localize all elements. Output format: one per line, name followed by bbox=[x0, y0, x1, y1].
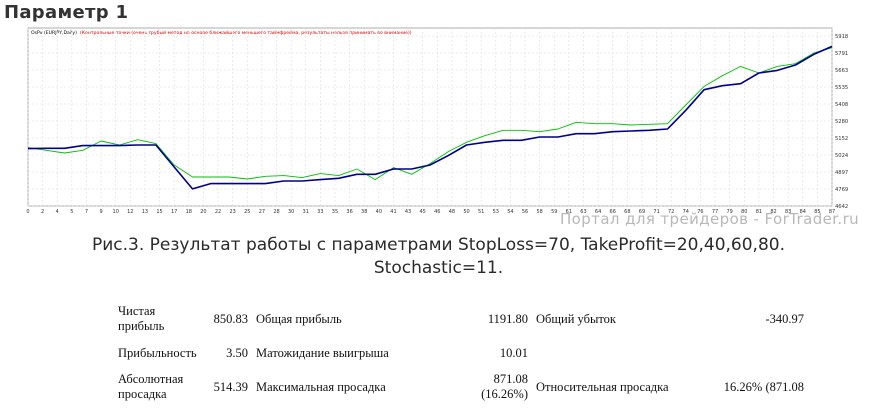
x-tick-label: 50 bbox=[463, 209, 469, 215]
stat-value: 871.08 (16.26%) bbox=[481, 372, 528, 401]
x-tick-label: 54 bbox=[507, 209, 513, 215]
x-tick-label: 81 bbox=[756, 209, 762, 215]
plot-border bbox=[27, 27, 833, 207]
x-tick-label: 17 bbox=[171, 209, 177, 215]
stat-value: -340.97 bbox=[765, 311, 804, 326]
stats-row: Прибыльность 3.50 Матожидание выигрыша 1… bbox=[114, 336, 808, 370]
x-tick-label: 51 bbox=[478, 209, 484, 215]
x-tick-label: 38 bbox=[361, 209, 367, 215]
x-tick-label: 59 bbox=[551, 209, 557, 215]
x-tick-label: 64 bbox=[595, 209, 601, 215]
x-tick-label: 43 bbox=[405, 209, 411, 215]
x-tick-label: 76 bbox=[697, 209, 703, 215]
x-tick-label: 2 bbox=[41, 209, 44, 215]
y-tick-label: 4769 bbox=[835, 187, 848, 193]
x-tick-label: 15 bbox=[156, 209, 162, 215]
chart-subtitle: (Контрольные точки (очень грубый метод н… bbox=[80, 29, 412, 36]
x-tick-label: 33 bbox=[317, 209, 323, 215]
x-tick-label: 71 bbox=[653, 209, 659, 215]
y-tick-label: 5535 bbox=[835, 85, 848, 91]
y-tick-label: 5408 bbox=[835, 102, 848, 108]
x-tick-label: 72 bbox=[668, 209, 674, 215]
x-tick-label: 27 bbox=[259, 209, 265, 215]
x-tick-label: 56 bbox=[522, 209, 528, 215]
x-tick-label: 40 bbox=[376, 209, 382, 215]
x-tick-label: 9 bbox=[99, 209, 102, 215]
x-tick-label: 12 bbox=[127, 209, 133, 215]
x-tick-label: 48 bbox=[449, 209, 455, 215]
x-tick-label: 66 bbox=[610, 209, 616, 215]
x-tick-label: 7 bbox=[85, 209, 88, 215]
x-tick-label: 36 bbox=[346, 209, 352, 215]
x-tick-label: 82 bbox=[770, 209, 776, 215]
series-line-balance bbox=[27, 47, 833, 181]
x-tick-label: 31 bbox=[303, 209, 309, 215]
x-tick-label: 46 bbox=[434, 209, 440, 215]
chart-title: OsPv (EURJPY,Daily) bbox=[31, 30, 77, 36]
stat-label: Чистая прибыль bbox=[118, 304, 165, 333]
x-tick-label: 41 bbox=[390, 209, 396, 215]
equity-chart: OsPv (EURJPY,Daily) (Контрольные точки (о… bbox=[26, 27, 849, 215]
y-tick-label: 5280 bbox=[835, 119, 848, 125]
stats-table: Чистая прибыль 850.83 Общая прибыль 1191… bbox=[114, 302, 808, 404]
stat-label: Прибыльность bbox=[118, 345, 197, 360]
stat-label: Абсолютная просадка bbox=[118, 372, 184, 401]
x-tick-label: 22 bbox=[215, 209, 221, 215]
x-tick-label: 23 bbox=[229, 209, 235, 215]
x-tick-label: 35 bbox=[332, 209, 338, 215]
x-tick-label: 77 bbox=[712, 209, 718, 215]
stat-label: Матожидание выигрыша bbox=[256, 345, 389, 360]
x-tick-label: 45 bbox=[420, 209, 426, 215]
watermark-text: Портал для трейдеров - ForTrader.ru bbox=[560, 210, 860, 228]
stat-label: Общий убыток bbox=[536, 311, 616, 326]
x-tick-label: 25 bbox=[244, 209, 250, 215]
y-tick-label: 4642 bbox=[835, 204, 848, 210]
stats-row: Абсолютная просадка 514.39 Максимальная … bbox=[114, 370, 808, 404]
stats-row: Чистая прибыль 850.83 Общая прибыль 1191… bbox=[114, 302, 808, 336]
stat-label bbox=[532, 336, 710, 370]
stat-value: 850.83 bbox=[213, 311, 248, 326]
x-tick-label: 18 bbox=[186, 209, 192, 215]
x-tick-label: 87 bbox=[829, 209, 835, 215]
x-tick-label: 68 bbox=[624, 209, 630, 215]
y-tick-label: 5791 bbox=[835, 51, 848, 57]
page-title: Параметр 1 bbox=[4, 2, 129, 23]
y-tick-label: 4897 bbox=[835, 170, 848, 176]
x-tick-label: 74 bbox=[683, 209, 689, 215]
x-tick-label: 69 bbox=[639, 209, 645, 215]
stat-value: 10.01 bbox=[499, 345, 528, 360]
x-tick-label: 0 bbox=[26, 209, 29, 215]
y-tick-label: 5918 bbox=[835, 34, 848, 40]
x-tick-label: 28 bbox=[273, 209, 279, 215]
stat-label: Максимальная просадка bbox=[256, 379, 386, 394]
x-tick-label: 63 bbox=[580, 209, 586, 215]
series-line-equity bbox=[27, 45, 833, 190]
stat-label: Общая прибыль bbox=[256, 311, 342, 326]
x-tick-label: 85 bbox=[814, 209, 820, 215]
x-tick-label: 13 bbox=[142, 209, 148, 215]
x-tick-label: 20 bbox=[200, 209, 206, 215]
y-tick-label: 5663 bbox=[835, 68, 848, 74]
y-tick-label: 5152 bbox=[835, 136, 848, 142]
x-tick-label: 5 bbox=[70, 209, 73, 215]
x-tick-label: 79 bbox=[726, 209, 732, 215]
x-tick-label: 83 bbox=[785, 209, 791, 215]
figure-caption-line2: Stochastic=11. bbox=[373, 258, 504, 278]
x-tick-label: 4 bbox=[56, 209, 59, 215]
stat-label: Относительная просадка bbox=[536, 379, 669, 394]
x-tick-label: 30 bbox=[288, 209, 294, 215]
y-tick-label: 5024 bbox=[835, 153, 849, 159]
x-tick-label: 53 bbox=[493, 209, 499, 215]
stat-value: 3.50 bbox=[226, 345, 248, 360]
x-tick-label: 84 bbox=[800, 209, 806, 215]
x-tick-label: 10 bbox=[113, 209, 119, 215]
stat-value: 514.39 bbox=[213, 379, 248, 394]
x-tick-label: 80 bbox=[741, 209, 747, 215]
stat-value: 1191.80 bbox=[487, 311, 528, 326]
x-tick-label: 61 bbox=[566, 209, 572, 215]
figure-caption-line1: Рис.3. Результат работы с параметрами St… bbox=[91, 235, 785, 255]
x-tick-label: 58 bbox=[536, 209, 542, 215]
stat-value bbox=[710, 336, 808, 370]
stat-value: 16.26% (871.08 bbox=[723, 379, 804, 394]
